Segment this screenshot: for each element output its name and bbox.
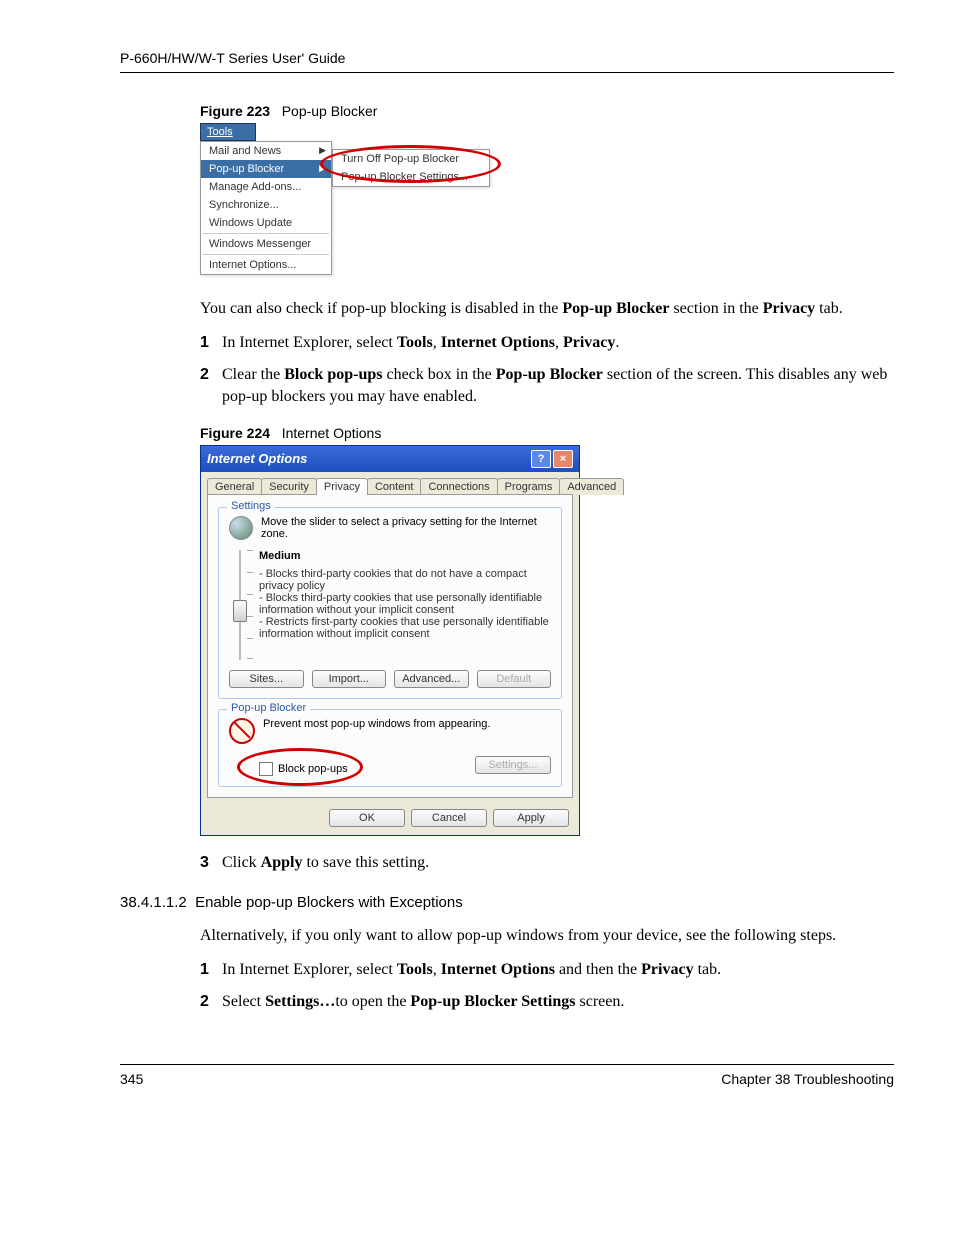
tab-general[interactable]: General [207, 478, 262, 495]
submenu-turn-off[interactable]: Turn Off Pop-up Blocker [333, 150, 489, 168]
ok-button[interactable]: OK [329, 809, 405, 827]
figure-224-title: Internet Options [282, 425, 382, 441]
settings-desc: Move the slider to select a privacy sett… [261, 516, 551, 540]
section-heading: 38.4.1.1.2 Enable pop-up Blockers with E… [120, 894, 894, 911]
close-button[interactable]: × [553, 450, 573, 468]
settings-buttons: Sites... Import... Advanced... Default [229, 670, 551, 688]
chapter-label: Chapter 38 Troubleshooting [721, 1071, 894, 1087]
tools-menu-button[interactable]: Tools [200, 123, 256, 141]
privacy-level: Medium [259, 550, 551, 562]
dialog-title-text: Internet Options [207, 451, 307, 466]
block-popups-checkbox[interactable] [259, 762, 273, 776]
default-button[interactable]: Default [477, 670, 552, 688]
step-item: 2 Clear the Block pop-ups check box in t… [200, 364, 894, 409]
globe-icon [229, 516, 253, 540]
arrow-icon: ▶ [319, 145, 326, 156]
steps-list-2: 1 In Internet Explorer, select Tools, In… [200, 959, 894, 1014]
step-3: 3 Click Apply to save this setting. [200, 852, 894, 874]
tab-advanced[interactable]: Advanced [559, 478, 624, 495]
paragraph-1: You can also check if pop-up blocking is… [200, 298, 894, 320]
privacy-slider-area: Medium - Blocks third-party cookies that… [229, 550, 551, 660]
tab-security[interactable]: Security [261, 478, 317, 495]
slider-thumb[interactable] [233, 600, 247, 622]
dialog-titlebar: Internet Options ? × [201, 446, 579, 472]
settings-groupbox: Settings Move the slider to select a pri… [218, 507, 562, 699]
popup-desc: Prevent most pop-up windows from appeari… [263, 718, 490, 730]
paragraph-2: Alternatively, if you only want to allow… [200, 925, 894, 947]
step-item: 2 Select Settings…to open the Pop-up Blo… [200, 991, 894, 1013]
menu-item-internet-options[interactable]: Internet Options... [201, 256, 331, 274]
apply-button[interactable]: Apply [493, 809, 569, 827]
menu-separator [203, 233, 329, 234]
sites-button[interactable]: Sites... [229, 670, 304, 688]
settings-legend: Settings [227, 500, 275, 512]
figure-223-label: Figure 223 [200, 103, 270, 119]
step-item: 3 Click Apply to save this setting. [200, 852, 894, 874]
internet-options-dialog: Internet Options ? × General Security Pr… [200, 445, 580, 836]
figure-224-label: Figure 224 [200, 425, 270, 441]
steps-list-1: 1 In Internet Explorer, select Tools, In… [200, 332, 894, 409]
tab-connections[interactable]: Connections [420, 478, 497, 495]
cancel-button[interactable]: Cancel [411, 809, 487, 827]
document-page: P-660H/HW/W-T Series User' Guide Figure … [0, 0, 954, 1137]
advanced-button[interactable]: Advanced... [394, 670, 469, 688]
submenu-settings[interactable]: Pop-up Blocker Settings... [333, 168, 489, 186]
tab-content[interactable]: Content [367, 478, 422, 495]
figure-223-title: Pop-up Blocker [282, 103, 378, 119]
menu-item-popup-blocker[interactable]: Pop-up Blocker▶ [201, 160, 331, 178]
dialog-buttons: OK Cancel Apply [201, 805, 579, 835]
figure-223-screenshot: Tools Mail and News▶ Pop-up Blocker▶ Man… [200, 123, 500, 278]
page-number: 345 [120, 1071, 143, 1087]
figure-223-caption: Figure 223 Pop-up Blocker [200, 103, 894, 119]
help-button[interactable]: ? [531, 450, 551, 468]
tools-menu: Mail and News▶ Pop-up Blocker▶ Manage Ad… [200, 141, 332, 275]
step-item: 1 In Internet Explorer, select Tools, In… [200, 959, 894, 981]
popup-legend: Pop-up Blocker [227, 702, 310, 714]
menu-item-synchronize[interactable]: Synchronize... [201, 196, 331, 214]
page-footer: 345 Chapter 38 Troubleshooting [120, 1064, 894, 1087]
menu-item-windows-update[interactable]: Windows Update [201, 214, 331, 232]
tab-privacy[interactable]: Privacy [316, 478, 368, 495]
block-popups-label: Block pop-ups [278, 763, 348, 775]
menu-separator [203, 254, 329, 255]
privacy-slider[interactable] [235, 550, 245, 660]
popup-groupbox: Pop-up Blocker Prevent most pop-up windo… [218, 709, 562, 787]
popup-settings-button[interactable]: Settings... [475, 756, 551, 774]
figure-224-caption: Figure 224 Internet Options [200, 425, 894, 441]
block-popups-row: Block pop-ups [259, 762, 348, 776]
step-item: 1 In Internet Explorer, select Tools, In… [200, 332, 894, 354]
menu-item-manage-addons[interactable]: Manage Add-ons... [201, 178, 331, 196]
popup-blocker-submenu: Turn Off Pop-up Blocker Pop-up Blocker S… [332, 149, 490, 187]
menu-item-windows-messenger[interactable]: Windows Messenger [201, 235, 331, 253]
popup-block-icon [229, 718, 255, 744]
privacy-bullets: - Blocks third-party cookies that do not… [259, 568, 551, 640]
privacy-level-desc: Medium - Blocks third-party cookies that… [259, 550, 551, 660]
arrow-icon: ▶ [319, 163, 326, 174]
tab-body: Settings Move the slider to select a pri… [207, 494, 573, 798]
import-button[interactable]: Import... [312, 670, 387, 688]
menu-item-mail-news[interactable]: Mail and News▶ [201, 142, 331, 160]
page-header: P-660H/HW/W-T Series User' Guide [120, 50, 894, 73]
figure-224-screenshot: Internet Options ? × General Security Pr… [200, 445, 580, 836]
tab-programs[interactable]: Programs [497, 478, 561, 495]
dialog-tabs: General Security Privacy Content Connect… [201, 472, 579, 495]
